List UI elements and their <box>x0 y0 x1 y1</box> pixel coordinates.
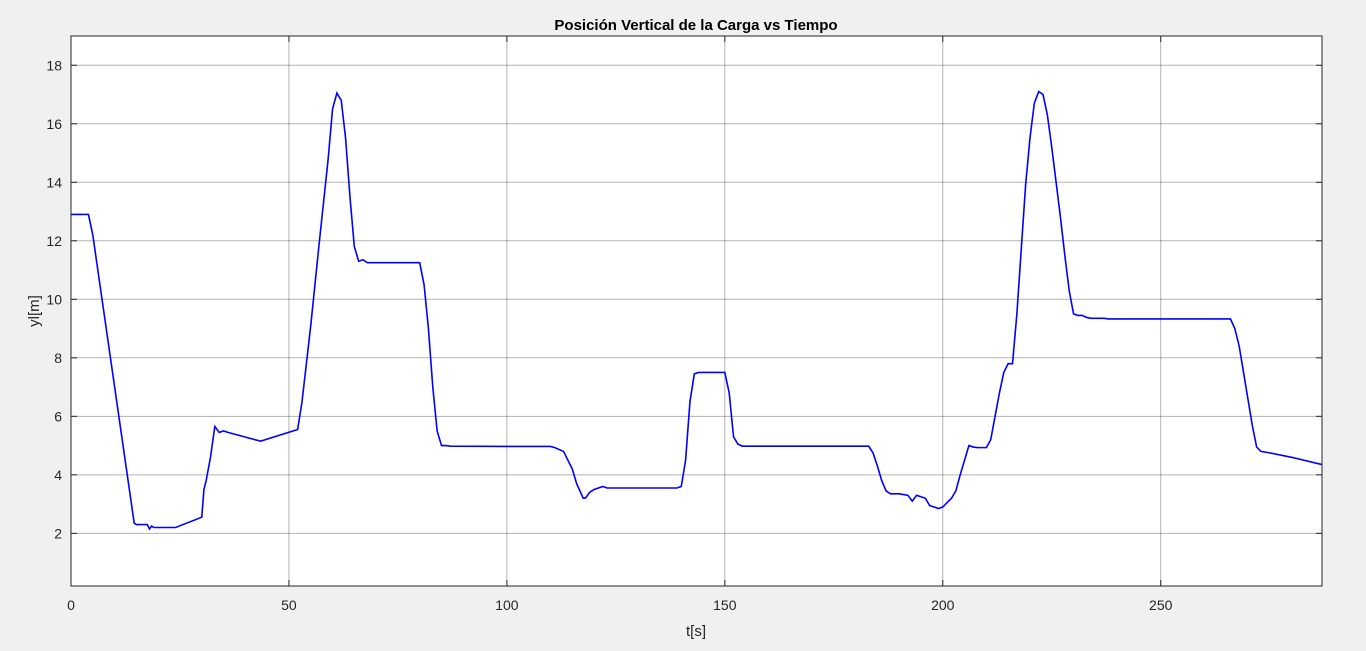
x-tick-label: 250 <box>1149 597 1173 613</box>
y-tick-label: 12 <box>46 233 62 249</box>
plot-box <box>70 35 1323 587</box>
y-axis-ticks: 2 4 6 8 10 12 14 16 18 <box>46 57 1322 541</box>
y-axis-label: yl[m] <box>26 295 43 327</box>
y-tick-label: 10 <box>46 291 62 307</box>
y-tick-label: 8 <box>54 350 62 366</box>
chart-title: Posición Vertical de la Carga vs Tiempo <box>554 17 837 34</box>
x-axis-label: t[s] <box>686 623 706 640</box>
y-tick-label: 16 <box>46 116 62 132</box>
data-series-line <box>71 90 1323 531</box>
x-tick-label: 100 <box>495 597 519 613</box>
y-tick-label: 2 <box>54 525 62 541</box>
y-tick-label: 4 <box>54 467 62 483</box>
y-tick-label: 14 <box>46 174 62 190</box>
x-tick-label: 0 <box>67 597 75 613</box>
x-axis-ticks: 0 50 100 150 200 250 <box>67 36 1173 613</box>
x-tick-label: 50 <box>281 597 297 613</box>
x-tick-label: 150 <box>713 597 737 613</box>
plot-area <box>71 36 1322 586</box>
y-tick-label: 18 <box>46 57 62 73</box>
x-tick-label: 200 <box>931 597 955 613</box>
y-tick-label: 6 <box>54 408 62 424</box>
grid <box>71 36 1322 586</box>
